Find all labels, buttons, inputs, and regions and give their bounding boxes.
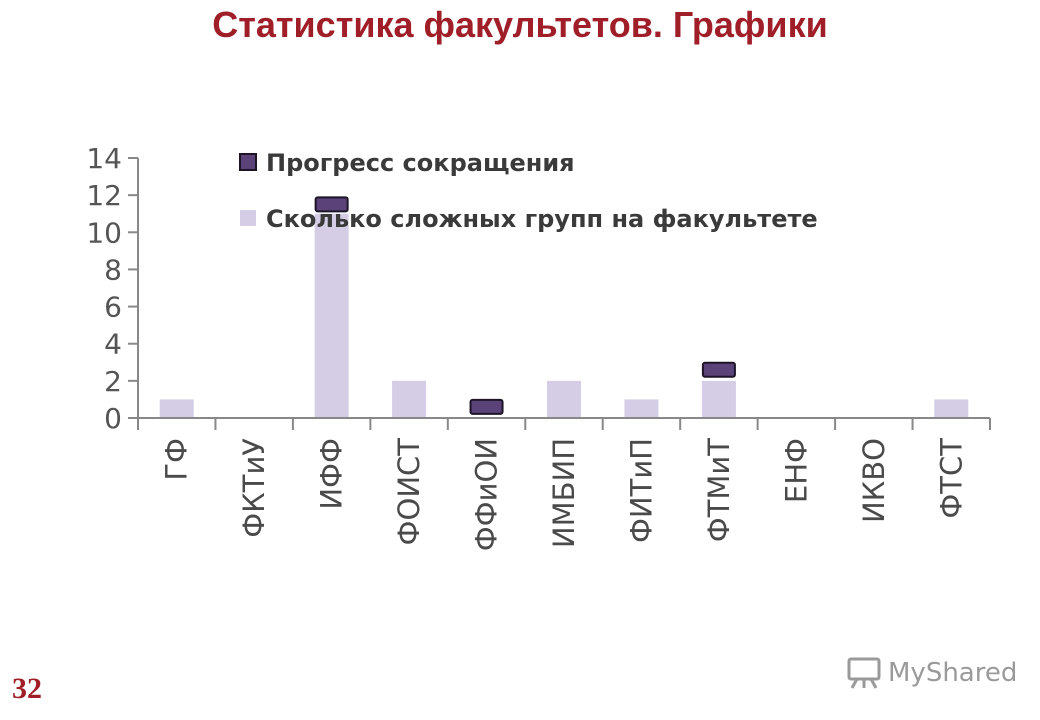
x-category-label: ФФиОИ	[470, 438, 504, 551]
legend-swatch-progress	[239, 153, 257, 171]
x-category-label: ФОИСТ	[392, 438, 426, 546]
legend: Прогресс сокращения Сколько сложных груп…	[239, 149, 818, 233]
x-category-label: ФИТиП	[624, 438, 658, 543]
legend-label-groups: Сколько сложных групп на факультете	[266, 205, 818, 233]
slide-title: Статистика факультетов. Графики	[212, 4, 828, 45]
marker-progress	[701, 361, 736, 378]
y-tick-label: 2	[104, 365, 122, 398]
x-category-label: ФТМиТ	[702, 438, 736, 543]
x-axis-labels: ГФ ФКТиУ ИФФ ФОИСТ ФФиОИ ИМБИП ФИТиП ФТМиТ ЕНФ ИК…	[160, 438, 969, 552]
slide-number: 32	[12, 672, 42, 705]
projector-icon	[847, 657, 881, 689]
x-category-label: ГФ	[160, 438, 194, 481]
x-category-label: ФТСТ	[934, 438, 968, 519]
marker-progress	[314, 196, 349, 213]
x-category-label: ИКВО	[857, 438, 891, 523]
legend-label-progress: Прогресс сокращения	[266, 149, 575, 177]
y-tick-label: 8	[104, 253, 122, 286]
y-tick-label: 4	[104, 328, 122, 361]
bar-groups	[624, 399, 659, 418]
bar-groups	[392, 380, 427, 418]
x-category-label: ЕНФ	[779, 438, 813, 503]
bar-groups	[159, 399, 194, 418]
markers-layer	[314, 196, 736, 415]
y-tick-label: 0	[104, 402, 122, 435]
x-axis-ticks	[137, 418, 991, 430]
y-tick-label: 6	[104, 291, 122, 324]
bar-groups	[701, 380, 736, 418]
faculty-chart: 0 2 4 6 8 10 12 14 ГФ ФКТиУ ИФФ ФОИСТ ФФиОИ ИМБИП ФИТ…	[86, 142, 991, 552]
watermark-text: MyShared	[888, 658, 1018, 688]
bar-groups	[314, 213, 349, 418]
x-category-label: ФКТиУ	[237, 438, 271, 538]
bar-groups	[934, 399, 969, 418]
marker-progress	[469, 398, 504, 415]
x-category-label: ИФФ	[315, 438, 349, 510]
bar-groups	[547, 380, 581, 418]
y-axis-ticks: 0 2 4 6 8 10 12 14	[86, 142, 138, 435]
y-tick-label: 12	[86, 179, 122, 212]
y-tick-label: 10	[86, 216, 122, 249]
y-tick-label: 14	[86, 142, 122, 175]
watermark: MyShared	[846, 656, 1017, 690]
bars-layer	[159, 213, 969, 418]
legend-swatch-groups	[240, 210, 256, 226]
x-category-label: ИМБИП	[547, 438, 581, 548]
